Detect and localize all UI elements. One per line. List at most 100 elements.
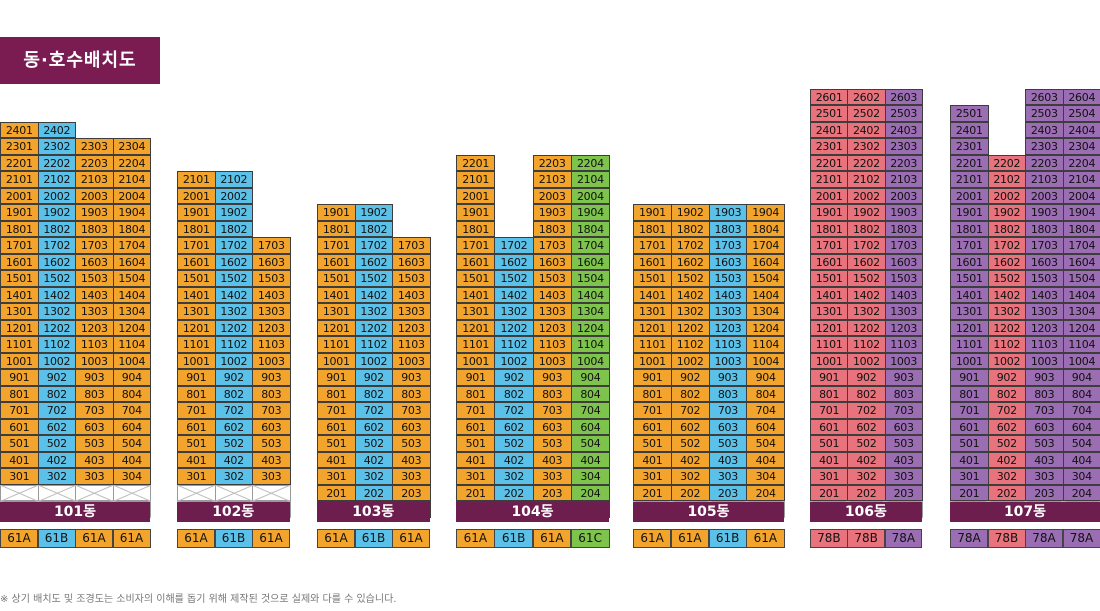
- unit-cell[interactable]: 1502: [847, 270, 886, 287]
- unit-cell[interactable]: 1602: [354, 253, 393, 270]
- unit-cell[interactable]: 201: [317, 484, 356, 501]
- unit-cell[interactable]: 1404: [1062, 286, 1100, 303]
- unit-cell[interactable]: 404: [112, 451, 151, 468]
- unit-cell[interactable]: 2203: [75, 154, 114, 171]
- unit-cell[interactable]: 1702: [37, 237, 76, 254]
- unit-cell[interactable]: 1704: [1062, 237, 1100, 254]
- unit-cell[interactable]: 1704: [112, 237, 151, 254]
- unit-cell[interactable]: 1303: [884, 303, 923, 320]
- unit-cell[interactable]: 2401: [0, 121, 39, 138]
- unit-cell[interactable]: 1702: [214, 237, 253, 254]
- unit-cell[interactable]: 1401: [456, 286, 496, 303]
- unit-cell[interactable]: 703: [252, 402, 291, 419]
- unit-cell[interactable]: 1601: [633, 253, 672, 270]
- unit-cell[interactable]: 203: [392, 484, 431, 501]
- unit-cell[interactable]: 1304: [1062, 303, 1100, 320]
- unit-cell[interactable]: 1402: [987, 286, 1026, 303]
- unit-cell[interactable]: 1002: [354, 352, 393, 369]
- unit-cell[interactable]: 1601: [950, 253, 989, 270]
- unit-cell[interactable]: 1501: [317, 270, 356, 287]
- unit-cell[interactable]: 903: [884, 369, 923, 386]
- unit-cell[interactable]: 1401: [0, 286, 39, 303]
- unit-cell[interactable]: 2104: [1062, 171, 1100, 188]
- unit-cell[interactable]: 1301: [950, 303, 989, 320]
- unit-cell[interactable]: 1403: [532, 286, 572, 303]
- unit-cell[interactable]: 603: [252, 418, 291, 435]
- unit-cell[interactable]: 204: [746, 484, 785, 501]
- unit-cell[interactable]: 2203: [1025, 154, 1064, 171]
- unit-cell[interactable]: 1703: [532, 237, 572, 254]
- unit-cell[interactable]: 1304: [746, 303, 785, 320]
- unit-cell[interactable]: 1703: [1025, 237, 1064, 254]
- unit-cell[interactable]: 701: [456, 402, 496, 419]
- unit-cell[interactable]: 2004: [570, 187, 610, 204]
- unit-cell[interactable]: 301: [950, 468, 989, 485]
- unit-cell[interactable]: 2604: [1062, 88, 1100, 105]
- unit-cell[interactable]: 2401: [950, 121, 989, 138]
- unit-cell[interactable]: 1301: [810, 303, 849, 320]
- unit-cell[interactable]: 2101: [950, 171, 989, 188]
- unit-cell[interactable]: 1903: [884, 204, 923, 221]
- unit-cell[interactable]: 1803: [1025, 220, 1064, 237]
- unit-cell[interactable]: 1204: [1062, 319, 1100, 336]
- unit-cell[interactable]: 801: [810, 385, 849, 402]
- unit-cell[interactable]: 501: [810, 435, 849, 452]
- unit-cell[interactable]: 901: [950, 369, 989, 386]
- unit-cell[interactable]: 2301: [810, 138, 849, 155]
- unit-cell[interactable]: 2002: [987, 187, 1026, 204]
- unit-cell[interactable]: 1201: [810, 319, 849, 336]
- unit-cell[interactable]: 603: [708, 418, 748, 435]
- unit-cell[interactable]: 1402: [214, 286, 253, 303]
- unit-cell[interactable]: 1001: [810, 352, 849, 369]
- unit-cell[interactable]: 204: [1062, 484, 1100, 501]
- unit-cell[interactable]: 903: [1025, 369, 1064, 386]
- unit-cell[interactable]: 1503: [708, 270, 748, 287]
- unit-cell[interactable]: 901: [633, 369, 672, 386]
- unit-cell[interactable]: 2301: [950, 138, 989, 155]
- unit-cell[interactable]: 1602: [214, 253, 253, 270]
- unit-cell[interactable]: 901: [0, 369, 39, 386]
- unit-cell[interactable]: 301: [317, 468, 356, 485]
- unit-cell[interactable]: 2503: [1025, 105, 1064, 122]
- unit-cell[interactable]: 1801: [317, 220, 356, 237]
- unit-cell[interactable]: 402: [37, 451, 76, 468]
- unit-cell[interactable]: 1604: [112, 253, 151, 270]
- unit-cell[interactable]: 1701: [456, 237, 496, 254]
- unit-cell[interactable]: 902: [37, 369, 76, 386]
- unit-cell[interactable]: 801: [0, 385, 39, 402]
- unit-cell[interactable]: 1303: [708, 303, 748, 320]
- unit-cell[interactable]: 2103: [75, 171, 114, 188]
- unit-cell[interactable]: 1904: [570, 204, 610, 221]
- unit-cell[interactable]: 2402: [847, 121, 886, 138]
- unit-cell[interactable]: 1504: [746, 270, 785, 287]
- unit-cell[interactable]: 301: [633, 468, 672, 485]
- unit-cell[interactable]: 802: [37, 385, 76, 402]
- unit-cell[interactable]: 304: [1062, 468, 1100, 485]
- unit-cell[interactable]: 1101: [177, 336, 216, 353]
- unit-cell[interactable]: 804: [746, 385, 785, 402]
- unit-cell[interactable]: 803: [708, 385, 748, 402]
- unit-cell[interactable]: 501: [177, 435, 216, 452]
- unit-cell[interactable]: 504: [746, 435, 785, 452]
- unit-cell[interactable]: 1403: [392, 286, 431, 303]
- unit-cell[interactable]: 1702: [847, 237, 886, 254]
- unit-cell[interactable]: 1004: [112, 352, 151, 369]
- unit-cell[interactable]: 302: [670, 468, 710, 485]
- unit-cell[interactable]: 2001: [950, 187, 989, 204]
- unit-cell[interactable]: 203: [884, 484, 923, 501]
- unit-cell[interactable]: 1301: [177, 303, 216, 320]
- unit-cell[interactable]: 603: [1025, 418, 1064, 435]
- unit-cell[interactable]: 1703: [884, 237, 923, 254]
- unit-cell[interactable]: 703: [392, 402, 431, 419]
- unit-cell[interactable]: 803: [75, 385, 114, 402]
- unit-cell[interactable]: 1003: [1025, 352, 1064, 369]
- unit-cell[interactable]: 902: [494, 369, 534, 386]
- unit-cell[interactable]: 904: [112, 369, 151, 386]
- unit-cell[interactable]: 401: [456, 451, 496, 468]
- unit-cell[interactable]: 1204: [112, 319, 151, 336]
- unit-cell[interactable]: 302: [847, 468, 886, 485]
- unit-cell[interactable]: 1202: [214, 319, 253, 336]
- unit-cell[interactable]: 1804: [746, 220, 785, 237]
- unit-cell[interactable]: 1103: [884, 336, 923, 353]
- unit-cell[interactable]: 1701: [177, 237, 216, 254]
